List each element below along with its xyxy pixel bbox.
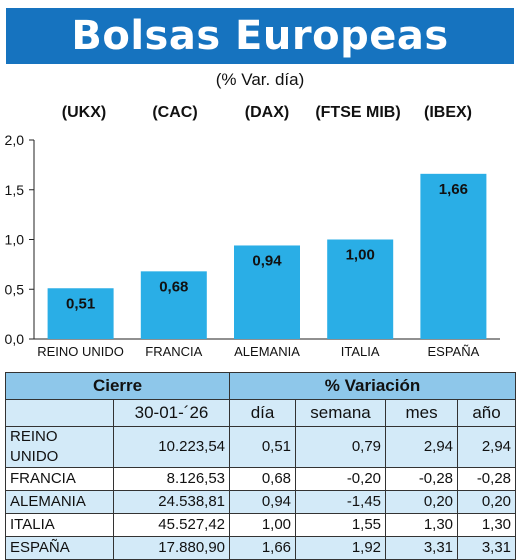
index-label-cac: (CAC)	[152, 104, 198, 121]
row-mes: -0,28	[385, 467, 459, 491]
row-ano: 2,94	[457, 426, 517, 468]
bar-chart: 0,0 0,5 1,0 1,5 2,0 0,51 REINO UNIDO 0,68 FRANCI…	[5, 132, 500, 359]
row-ano: 3,31	[457, 536, 517, 560]
index-label-dax: (DAX)	[244, 104, 290, 121]
row-mes: 0,20	[385, 490, 459, 514]
page-title: Bolsas Europeas	[71, 13, 449, 59]
row-cierre: 8.126,53	[112, 467, 231, 491]
table-row: ITALIA 45.527,42 1,00 1,55 1,30 1,30	[5, 513, 517, 537]
bar-value-label: 1,66	[439, 181, 468, 198]
chart-subtitle: (% Var. día)	[215, 70, 305, 89]
x-category-label: REINO UNIDO	[37, 344, 124, 359]
data-table: Cierre % Variación 30-01-´26 día semana …	[4, 372, 517, 560]
row-mes: 1,30	[385, 513, 459, 537]
row-dia: 0,51	[229, 426, 297, 468]
table-row: ALEMANIA 24.538,81 0,94 -1,45 0,20 0,20	[5, 490, 517, 514]
row-mes: 2,94	[385, 426, 459, 468]
row-semana: -0,20	[295, 467, 387, 491]
row-mes: 3,31	[385, 536, 459, 560]
row-country: FRANCIA	[5, 467, 114, 491]
x-category-label: ITALIA	[341, 344, 380, 359]
header-dia: día	[229, 399, 297, 427]
row-cierre: 45.527,42	[112, 513, 231, 537]
bar	[47, 288, 114, 339]
table-row: FRANCIA 8.126,53 0,68 -0,20 -0,28 -0,28	[5, 467, 517, 491]
y-tick-label: 0,5	[5, 281, 25, 297]
header-date: 30-01-´26	[112, 399, 231, 427]
row-cierre: 10.223,54	[112, 426, 231, 468]
row-ano: 0,20	[457, 490, 517, 514]
header-variacion: % Variación	[229, 372, 517, 400]
row-country: ITALIA	[5, 513, 114, 537]
bar	[234, 245, 300, 339]
y-tick-label: 1,0	[5, 232, 25, 248]
row-dia: 0,94	[229, 490, 297, 514]
row-dia: 1,66	[229, 536, 297, 560]
row-semana: 0,79	[295, 426, 387, 468]
y-tick-label: 1,5	[5, 182, 25, 198]
bar-value-label: 1,00	[346, 247, 375, 264]
bar	[327, 239, 394, 339]
row-semana: -1,45	[295, 490, 387, 514]
row-country: REINO UNIDO	[5, 426, 114, 468]
row-dia: 0,68	[229, 467, 297, 491]
y-tick-label: 0,0	[5, 331, 25, 347]
header-semana: semana	[295, 399, 387, 427]
row-country: ESPAÑA	[5, 536, 114, 560]
bar-value-label: 0,51	[66, 295, 95, 312]
index-label-ibex: (IBEX)	[424, 104, 472, 121]
table-row: REINO UNIDO 10.223,54 0,51 0,79 2,94 2,9…	[5, 426, 517, 468]
x-category-label: ESPAÑA	[428, 344, 480, 359]
row-ano: -0,28	[457, 467, 517, 491]
header-ano: año	[457, 399, 517, 427]
index-label-ftse-mib: (FTSE MIB)	[315, 104, 401, 121]
index-label-ukx: (UKX)	[61, 104, 107, 121]
bar-value-label: 0,94	[252, 252, 282, 269]
row-ano: 1,30	[457, 513, 517, 537]
row-cierre: 24.538,81	[112, 490, 231, 514]
table-row: ESPAÑA 17.880,90 1,66 1,92 3,31 3,31	[5, 536, 517, 560]
header-empty	[5, 399, 114, 427]
row-semana: 1,55	[295, 513, 387, 537]
row-semana: 1,92	[295, 536, 387, 560]
y-tick-label: 2,0	[5, 132, 25, 148]
row-dia: 1,00	[229, 513, 297, 537]
header-mes: mes	[385, 399, 459, 427]
bar	[140, 271, 207, 339]
header-cierre: Cierre	[4, 372, 231, 400]
bar-value-label: 0,68	[159, 278, 188, 295]
bar	[420, 173, 487, 339]
x-category-label: FRANCIA	[145, 344, 202, 359]
title-banner: Bolsas Europeas	[6, 8, 514, 64]
x-category-label: ALEMANIA	[234, 344, 300, 359]
row-country: ALEMANIA	[5, 490, 114, 514]
row-cierre: 17.880,90	[112, 536, 231, 560]
